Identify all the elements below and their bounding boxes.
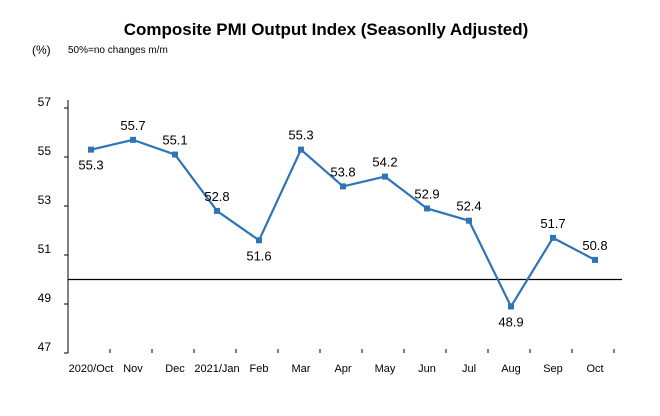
x-axis: 2020/Oct Nov Dec 2021/Jan Feb Mar Apr May Jun Jul… — [67, 278, 622, 375]
data-point — [130, 136, 136, 143]
data-point — [382, 173, 388, 180]
x-tick-label: Oct — [586, 363, 603, 375]
data-point — [214, 207, 220, 214]
data-point — [466, 217, 472, 224]
y-tick-label: 47 — [38, 340, 52, 354]
data-label: 48.9 — [498, 314, 523, 329]
data-label: 55.3 — [78, 158, 103, 173]
data-label: 50.8 — [582, 238, 607, 253]
x-tick-label: Mar — [292, 363, 311, 375]
y-tick-label: 49 — [38, 291, 52, 305]
data-label: 51.6 — [246, 248, 271, 263]
data-label: 52.9 — [414, 186, 439, 201]
chart-note: 50%=no changes m/m — [68, 45, 168, 56]
data-point — [88, 146, 94, 153]
x-tick-label: Dec — [165, 363, 185, 375]
data-point — [424, 205, 430, 212]
x-tick-label: Sep — [543, 363, 563, 375]
data-point — [340, 183, 346, 190]
y-axis: 47 49 51 53 55 57 — [38, 95, 69, 354]
data-label: 52.8 — [204, 189, 229, 204]
y-axis-unit: (%) — [32, 43, 51, 57]
x-tick-label: Nov — [123, 363, 143, 375]
data-label: 51.7 — [540, 216, 565, 231]
x-tick-label: Feb — [250, 363, 269, 375]
data-point — [172, 151, 178, 158]
y-tick-label: 53 — [38, 193, 52, 207]
x-tick-label: Jul — [462, 363, 476, 375]
data-point — [550, 234, 556, 241]
chart-title: Composite PMI Output Index (Seasonlly Ad… — [124, 20, 529, 39]
data-label: 55.7 — [120, 118, 145, 133]
x-tick-label: Apr — [334, 363, 351, 375]
data-label: 53.8 — [330, 164, 355, 179]
y-tick-label: 55 — [38, 144, 52, 158]
data-label: 55.1 — [162, 133, 187, 148]
data-point — [298, 146, 304, 153]
data-point — [592, 256, 598, 263]
x-tick-label: May — [375, 363, 396, 375]
data-point — [256, 237, 262, 244]
x-tick-label: Jun — [418, 363, 436, 375]
data-label: 52.4 — [456, 199, 481, 214]
x-tick-label: 2020/Oct — [69, 363, 114, 375]
y-tick-label: 57 — [38, 95, 52, 109]
data-point — [508, 303, 514, 310]
plot-area: 55.3 55.7 55.1 52.8 51.6 55.3 53.8 54.2 52.9 52.4… — [78, 118, 607, 330]
data-label: 55.3 — [288, 128, 313, 143]
y-tick-label: 51 — [38, 242, 52, 256]
x-tick-label: Aug — [501, 363, 521, 375]
x-tick-label: 2021/Jan — [194, 363, 239, 375]
data-label: 54.2 — [372, 155, 397, 170]
